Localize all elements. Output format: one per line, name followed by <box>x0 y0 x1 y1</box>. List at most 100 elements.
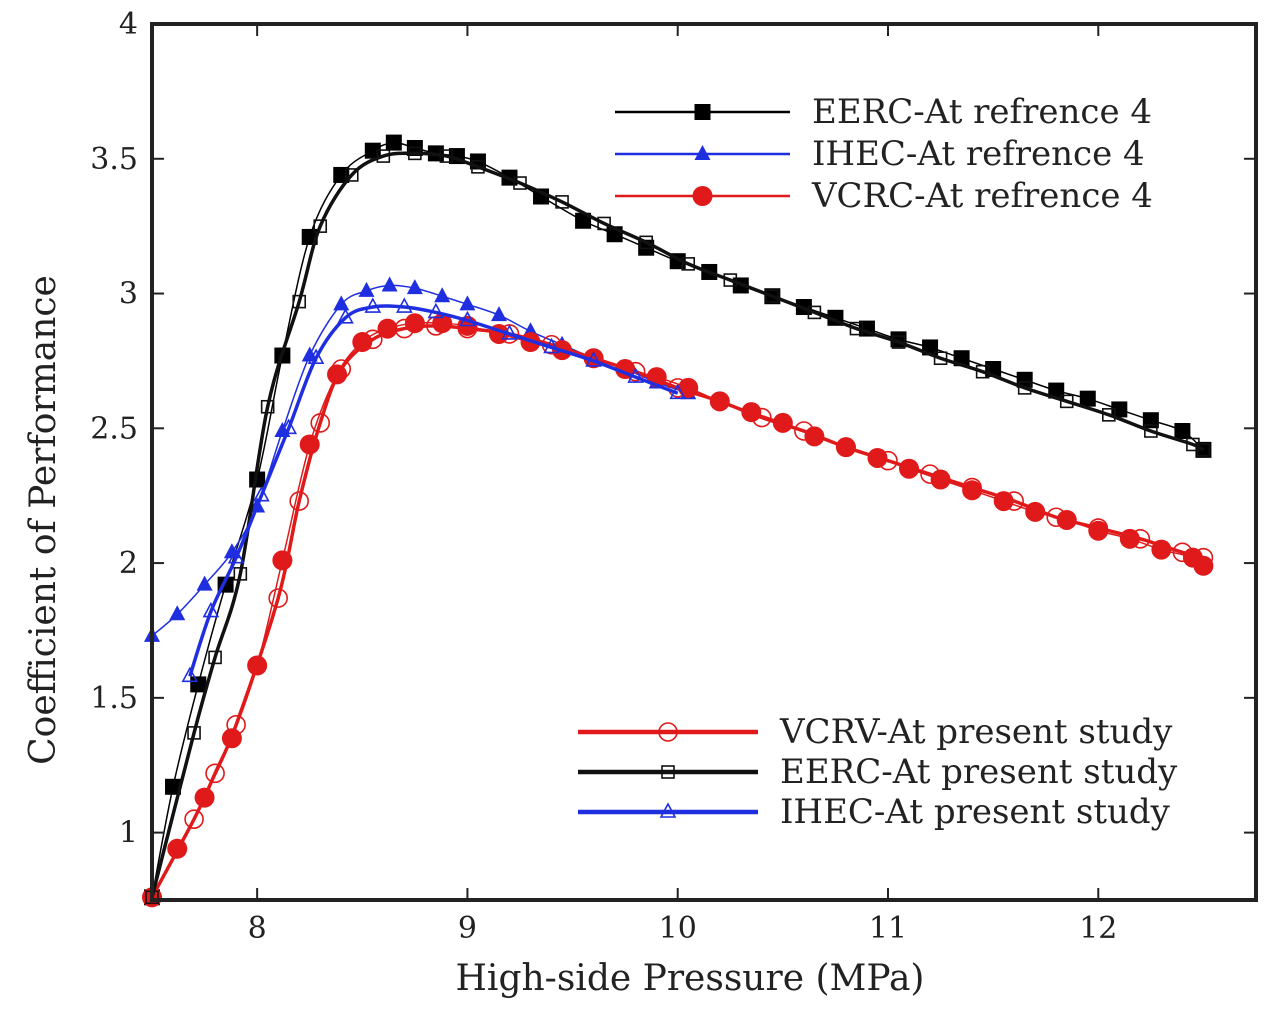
data-point <box>333 295 350 311</box>
data-point <box>280 418 298 435</box>
data-point <box>268 588 288 608</box>
data-point <box>292 294 307 309</box>
legend-marker <box>659 802 677 818</box>
data-point <box>1102 408 1116 422</box>
data-point <box>408 146 422 161</box>
data-point <box>227 547 245 564</box>
data-point <box>878 450 898 471</box>
data-point <box>226 714 246 735</box>
series-line <box>150 151 1205 898</box>
data-point <box>639 235 653 250</box>
data-point <box>1193 555 1214 576</box>
legend-marker <box>694 104 711 120</box>
x-tick-label: 9 <box>458 911 477 946</box>
data-point <box>1046 507 1067 528</box>
data-point <box>575 212 592 229</box>
data-point <box>404 313 425 334</box>
data-point <box>313 219 328 233</box>
legend-item: VCRC-At refrence 4 <box>615 176 1153 216</box>
legend-item: EERC-At refrence 4 <box>615 92 1152 132</box>
data-point <box>362 329 383 350</box>
x-tick-label: 12 <box>1079 911 1117 946</box>
data-point <box>933 351 948 366</box>
data-point <box>1017 381 1032 395</box>
y-tick-label: 1.5 <box>90 681 138 716</box>
legend-marker <box>658 722 678 742</box>
legend-item: IHEC-At present study <box>578 792 1171 832</box>
data-point <box>920 464 940 484</box>
legend-marker <box>694 145 711 160</box>
data-point <box>667 378 688 398</box>
data-point <box>184 809 204 829</box>
data-point <box>975 364 990 379</box>
data-point <box>1130 529 1151 549</box>
data-point <box>627 367 644 383</box>
data-point <box>310 413 331 433</box>
plot-frame <box>150 22 1258 902</box>
data-point <box>331 359 352 379</box>
series-4 <box>145 146 1211 905</box>
y-tick-label: 1 <box>119 816 138 851</box>
series-layer <box>142 134 1214 908</box>
data-point <box>301 346 318 362</box>
x-tick-label: 10 <box>659 911 697 946</box>
data-point <box>1172 542 1193 563</box>
legend-item: EERC-At present study <box>578 752 1178 792</box>
data-point <box>434 287 451 303</box>
data-point <box>585 351 602 367</box>
series-3 <box>142 316 1214 908</box>
data-point <box>187 726 201 740</box>
data-point <box>181 666 199 683</box>
data-point <box>709 391 730 412</box>
data-point <box>471 160 485 174</box>
data-point <box>459 295 476 311</box>
data-point <box>169 605 186 621</box>
legend-label: IHEC-At refrence 4 <box>812 134 1145 174</box>
legend-label: EERC-At refrence 4 <box>812 92 1152 132</box>
data-point <box>669 383 687 400</box>
y-axis-label: Coefficient of Performance <box>23 275 64 765</box>
data-point <box>836 437 856 457</box>
data-point <box>385 134 402 151</box>
data-point <box>165 778 182 795</box>
data-point <box>253 486 270 502</box>
y-tick-label: 4 <box>119 7 138 42</box>
data-point <box>681 257 696 271</box>
series-5 <box>181 297 687 683</box>
data-point <box>364 297 382 313</box>
data-point <box>1016 371 1033 388</box>
data-point <box>459 310 476 327</box>
data-point <box>190 676 207 693</box>
data-point <box>344 168 359 182</box>
data-point <box>205 763 225 784</box>
data-point <box>396 297 413 313</box>
legend-marker <box>692 186 713 206</box>
data-point <box>381 276 398 292</box>
y-tick-label: 2.5 <box>90 411 138 446</box>
x-tick-label: 11 <box>869 911 907 946</box>
data-point <box>202 601 220 618</box>
data-point <box>513 176 527 190</box>
x-tick-label: 8 <box>248 911 267 946</box>
data-point <box>406 279 423 295</box>
y-tick-label: 2 <box>119 546 138 581</box>
data-point <box>376 149 391 163</box>
data-point <box>307 348 325 365</box>
data-point <box>543 337 560 354</box>
data-point <box>501 324 518 340</box>
data-point <box>1196 443 1211 457</box>
data-point <box>337 308 354 324</box>
data-point <box>208 650 222 665</box>
data-point <box>260 399 275 414</box>
data-point <box>1174 423 1191 440</box>
data-point <box>1079 390 1096 407</box>
y-tick-label: 3 <box>119 277 138 312</box>
data-point <box>891 335 906 349</box>
data-point <box>490 306 507 322</box>
data-point <box>1004 491 1024 511</box>
data-point <box>289 491 310 511</box>
